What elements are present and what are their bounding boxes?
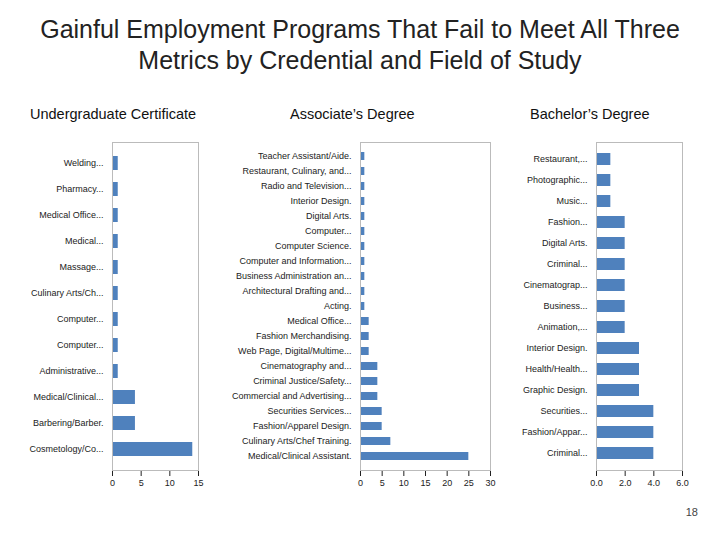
svg-text:4.0: 4.0 (648, 478, 661, 488)
svg-text:Architectural Drafting and...: Architectural Drafting and... (242, 286, 351, 296)
svg-text:5: 5 (139, 478, 144, 488)
svg-text:Cosmetology/Co...: Cosmetology/Co... (29, 444, 103, 454)
svg-text:30: 30 (485, 478, 495, 488)
svg-text:10: 10 (399, 478, 409, 488)
svg-text:2.0: 2.0 (619, 478, 632, 488)
svg-text:Fashion Merchandising.: Fashion Merchandising. (256, 331, 352, 341)
svg-text:Computer...: Computer... (305, 226, 352, 236)
svg-text:Administrative...: Administrative... (39, 366, 103, 376)
svg-text:Computer and Information...: Computer and Information... (239, 256, 351, 266)
svg-text:Culinary Arts/Chef Training.: Culinary Arts/Chef Training. (242, 436, 352, 446)
html-text:Undergraduate Certificate: Undergraduate Certificate (30, 106, 196, 122)
svg-text:Photographic...: Photographic... (527, 175, 588, 185)
svg-text:Welding...: Welding... (64, 158, 104, 168)
svg-text:Business Administration an...: Business Administration an... (236, 271, 352, 281)
svg-text:Computer Science.: Computer Science. (275, 241, 352, 251)
svg-text:Digital Arts.: Digital Arts. (306, 211, 352, 221)
svg-text:Culinary Arts/Ch...: Culinary Arts/Ch... (31, 288, 104, 298)
svg-text:15: 15 (193, 478, 203, 488)
svg-text:25: 25 (464, 478, 474, 488)
svg-text:Medical...: Medical... (65, 236, 104, 246)
svg-text:Cinematograp...: Cinematograp... (523, 280, 587, 290)
svg-text:Fashion...: Fashion... (548, 217, 588, 227)
svg-text:0: 0 (358, 478, 363, 488)
svg-text:Graphic Design.: Graphic Design. (523, 385, 588, 395)
svg-text:5: 5 (380, 478, 385, 488)
html-text:18: 18 (685, 506, 698, 518)
svg-text:Pharmacy...: Pharmacy... (56, 184, 103, 194)
svg-text:20: 20 (442, 478, 452, 488)
svg-text:Commercial and Advertising...: Commercial and Advertising... (232, 391, 352, 401)
svg-text:Fashion/Appar...: Fashion/Appar... (522, 427, 588, 437)
svg-text:Medical Office...: Medical Office... (39, 210, 103, 220)
html-text:Bachelor’s Degree: Bachelor’s Degree (530, 106, 650, 122)
svg-text:Criminal...: Criminal... (547, 448, 588, 458)
svg-text:Interior Design.: Interior Design. (290, 196, 351, 206)
svg-text:6.0: 6.0 (676, 478, 689, 488)
svg-text:Medical/Clinical...: Medical/Clinical... (33, 392, 103, 402)
svg-text:Acting.: Acting. (324, 301, 352, 311)
svg-text:Radio and Television...: Radio and Television... (261, 181, 351, 191)
svg-text:Criminal...: Criminal... (547, 259, 588, 269)
svg-text:Interior Design.: Interior Design. (526, 343, 587, 353)
svg-text:Computer...: Computer... (57, 340, 104, 350)
svg-text:0: 0 (110, 478, 115, 488)
svg-text:Criminal Justice/Safety...: Criminal Justice/Safety... (253, 376, 351, 386)
svg-text:Web Page, Digital/Multime...: Web Page, Digital/Multime... (238, 346, 351, 356)
svg-text:Medical Office...: Medical Office... (287, 316, 351, 326)
svg-text:Massage...: Massage... (59, 262, 103, 272)
svg-text:Barbering/Barber.: Barbering/Barber. (33, 418, 104, 428)
svg-text:Restaurant,...: Restaurant,... (533, 154, 587, 164)
html-text:Associate’s Degree: Associate’s Degree (290, 106, 415, 122)
svg-text:Fashion/Apparel Design.: Fashion/Apparel Design. (253, 421, 352, 431)
svg-text:Cinematography and...: Cinematography and... (260, 361, 351, 371)
svg-text:Teacher Assistant/Aide.: Teacher Assistant/Aide. (258, 151, 352, 161)
svg-text:Securities...: Securities... (540, 406, 587, 416)
svg-text:Animation,...: Animation,... (537, 322, 587, 332)
html-text:Gainful Employment Programs Th: Gainful Employment Programs That Fail to… (40, 15, 680, 74)
svg-text:Health/Health...: Health/Health... (525, 364, 587, 374)
svg-text:0.0: 0.0 (590, 478, 603, 488)
svg-text:Business...: Business... (543, 301, 587, 311)
svg-text:Music...: Music... (556, 196, 587, 206)
svg-text:Securities Services...: Securities Services... (267, 406, 351, 416)
svg-text:Restaurant, Culinary, and...: Restaurant, Culinary, and... (243, 166, 352, 176)
svg-text:15: 15 (420, 478, 430, 488)
svg-text:Computer...: Computer... (57, 314, 104, 324)
svg-text:Digital Arts.: Digital Arts. (542, 238, 588, 248)
svg-text:Medical/Clinical Assistant.: Medical/Clinical Assistant. (248, 451, 352, 461)
svg-text:10: 10 (165, 478, 175, 488)
